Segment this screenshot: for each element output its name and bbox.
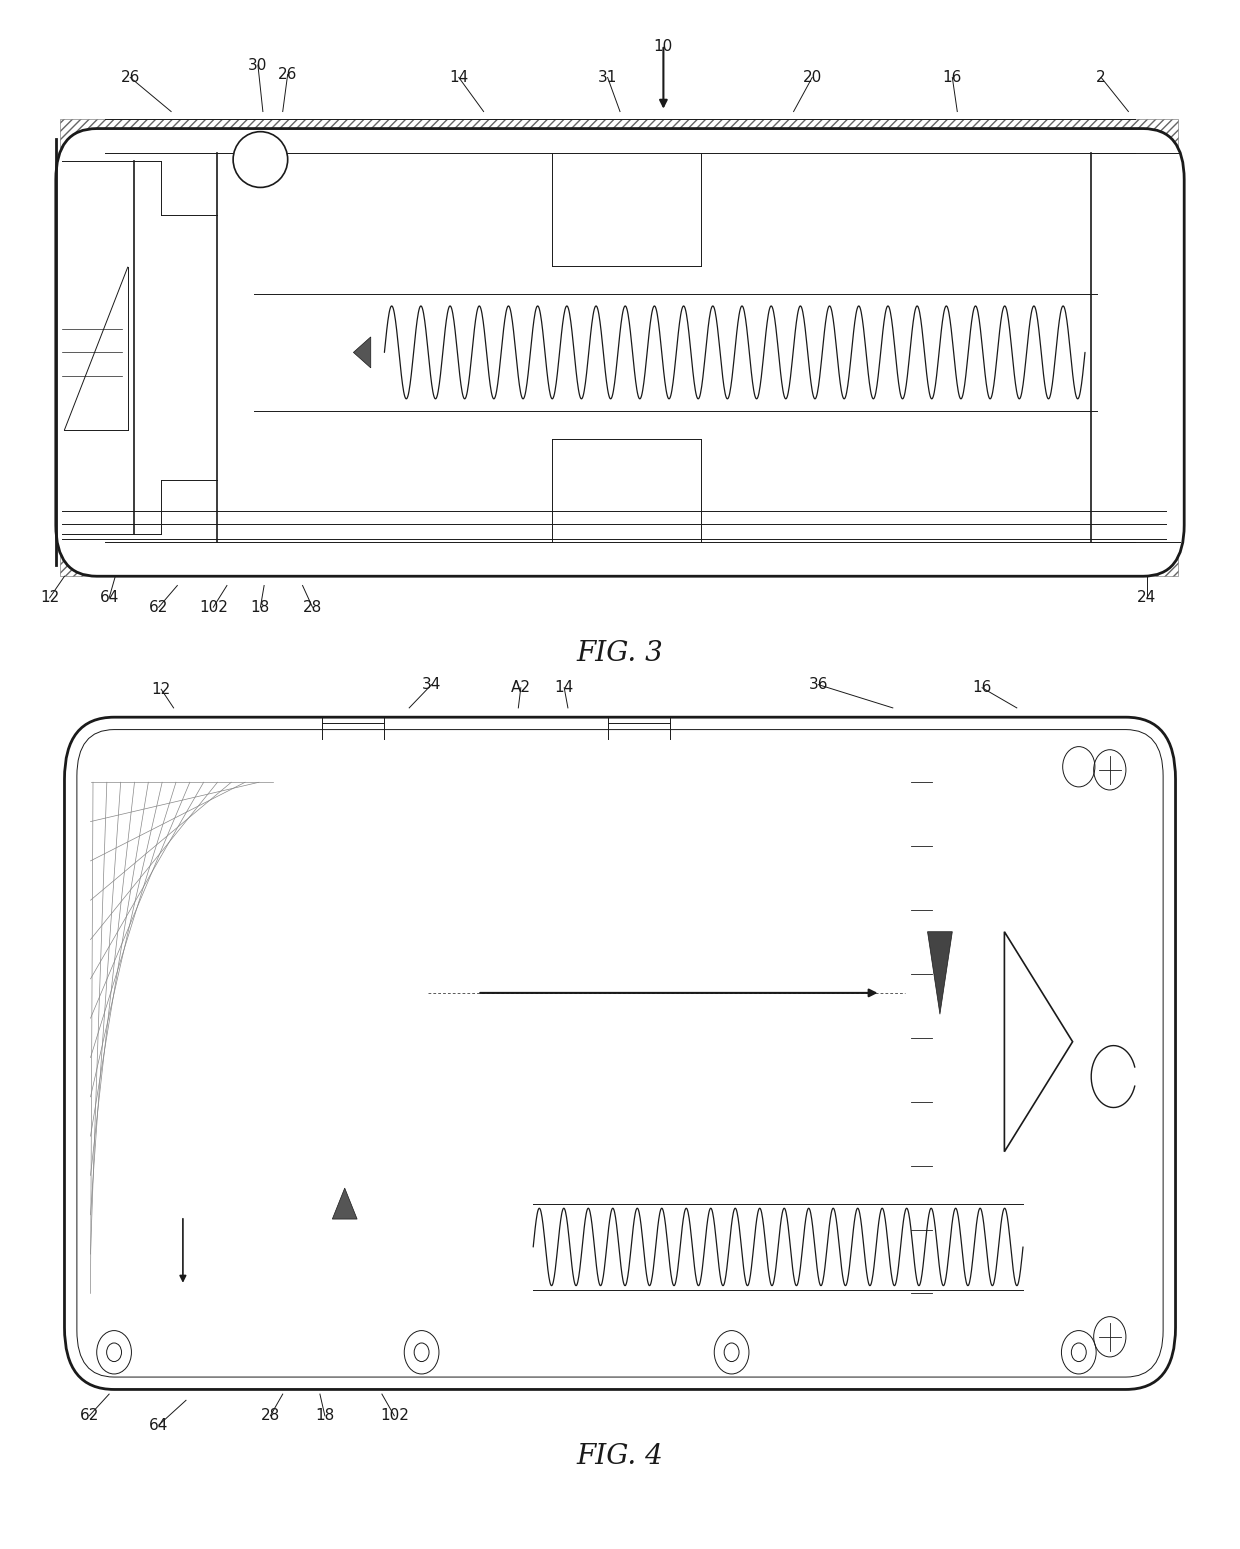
Bar [321,319,336,387]
Bar [343,325,353,381]
Text: 12: 12 [151,682,171,697]
Bar [357,1193,382,1309]
Bar [403,1129,425,1169]
Text: 62: 62 [149,599,169,615]
Bar [270,1196,285,1301]
Polygon shape [332,1188,357,1219]
Ellipse shape [233,132,288,187]
Text: 26: 26 [278,67,298,82]
Bar [223,222,248,339]
Bar [310,1188,327,1312]
Text: FIG. 3: FIG. 3 [577,640,663,668]
Text: 12: 12 [40,590,60,606]
Text: 10: 10 [653,39,673,54]
Text: 14: 14 [554,680,574,696]
Text: 14: 14 [449,70,469,85]
Text: 16: 16 [972,680,992,696]
FancyBboxPatch shape [56,129,1184,576]
Bar [387,1200,436,1309]
Text: 102: 102 [379,1408,409,1424]
Bar [1054,744,1147,1355]
Bar [403,931,425,973]
Text: 2: 2 [1096,70,1106,85]
Text: 28: 28 [303,599,322,615]
Polygon shape [928,931,952,1015]
Bar [332,1188,350,1312]
Bar [403,998,425,1038]
Bar [403,1261,425,1301]
Polygon shape [1004,931,1073,1152]
Circle shape [414,1343,429,1362]
Text: 30: 30 [248,57,268,73]
Bar [905,767,1004,1317]
Text: 18: 18 [250,599,270,615]
Bar [124,1278,595,1309]
Bar [403,734,425,774]
Bar [267,301,286,404]
Bar [60,119,1178,153]
Circle shape [724,1343,739,1362]
Bar [289,279,319,428]
Bar [217,1211,242,1281]
Bar [366,283,384,423]
Bar [403,1194,425,1236]
Bar [347,759,397,1317]
Bar [290,1193,305,1309]
Text: 28: 28 [260,1408,280,1424]
Text: 20: 20 [802,70,822,85]
Bar [246,1204,264,1293]
Circle shape [1071,1343,1086,1362]
Bar [223,359,248,477]
Bar [368,287,382,420]
Bar [60,542,1178,576]
Bar [81,767,285,1309]
Text: 24: 24 [1137,590,1157,606]
Text: A2: A2 [511,680,531,696]
Bar [126,1284,593,1306]
Bar [403,799,425,840]
Text: 16: 16 [942,70,962,85]
Text: 102: 102 [198,599,228,615]
Text: 34: 34 [422,677,441,692]
Bar [403,1063,425,1103]
Text: 31: 31 [598,70,618,85]
Text: 64: 64 [99,590,119,606]
Text: 18: 18 [315,1408,335,1424]
Circle shape [107,1343,122,1362]
Bar [428,948,905,1038]
Text: 64: 64 [149,1417,169,1433]
Bar [336,338,348,369]
Bar [1091,153,1178,542]
Bar [403,866,425,906]
Bar [81,740,93,1363]
Bar [286,276,321,431]
FancyBboxPatch shape [64,717,1176,1389]
Text: 62: 62 [79,1408,99,1424]
Polygon shape [353,338,371,369]
Bar [351,764,393,1312]
Bar [221,218,250,480]
Text: FIG. 4: FIG. 4 [577,1442,663,1470]
Text: 36: 36 [808,677,828,692]
Text: 26: 26 [120,70,140,85]
